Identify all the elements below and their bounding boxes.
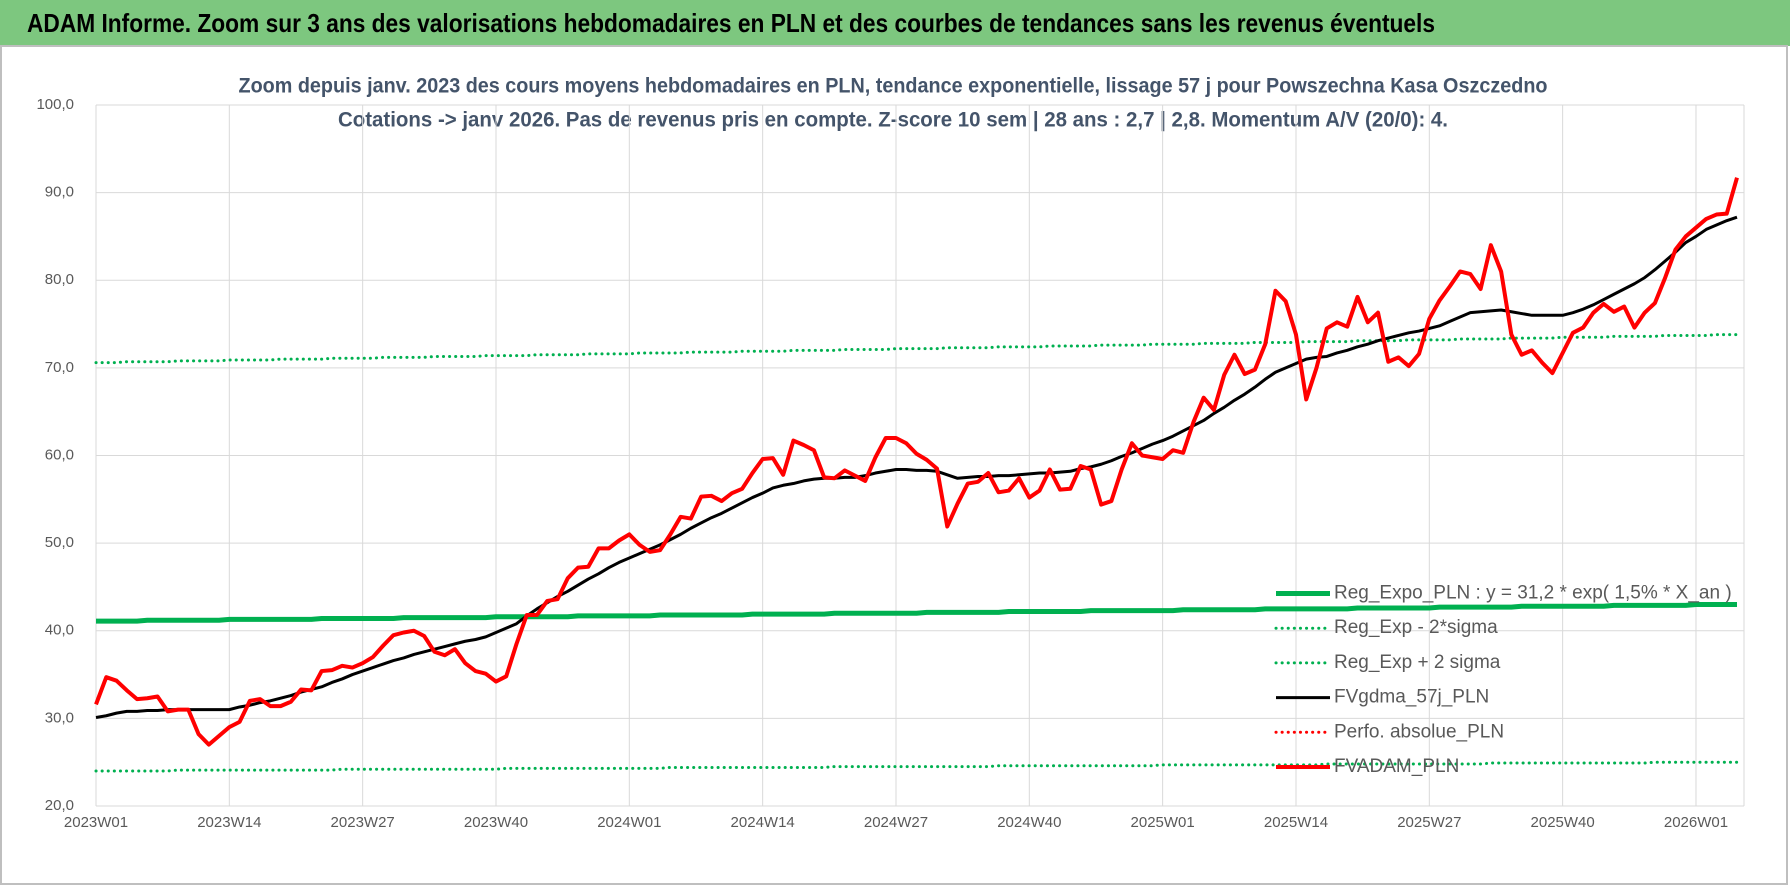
x-tick-label: 2023W27 [331, 814, 395, 831]
y-tick-label: 40,0 [45, 622, 74, 639]
x-tick-label: 2023W01 [64, 814, 128, 831]
x-tick-label: 2025W14 [1264, 814, 1328, 831]
series-line [94, 177, 1739, 747]
x-tick-label: 2023W40 [464, 814, 528, 831]
series-line [94, 333, 1739, 365]
x-tick-label: 2025W01 [1131, 814, 1195, 831]
chart-subtitle: Cotations -> janv 2026. Pas de revenus p… [338, 109, 1448, 132]
y-tick-label: 20,0 [45, 797, 74, 814]
legend-label: Reg_Exp - 2*sigma [1334, 617, 1498, 638]
x-tick-label: 2025W27 [1397, 814, 1461, 831]
legend-label: Perfo. absolue_PLN [1334, 721, 1504, 742]
x-tick-label: 2025W40 [1531, 814, 1595, 831]
page-title: ADAM Informe. Zoom sur 3 ans des valoris… [27, 8, 1435, 38]
y-tick-label: 90,0 [45, 184, 74, 201]
x-tick-label: 2024W27 [864, 814, 928, 831]
y-tick-label: 70,0 [45, 359, 74, 376]
x-tick-label: 2024W40 [997, 814, 1061, 831]
chart-frame [0, 45, 1788, 885]
series-line [96, 601, 1737, 624]
series-line [94, 760, 1739, 773]
legend-label: FVgdma_57j_PLN [1334, 687, 1489, 708]
x-tick-label: 2024W01 [597, 814, 661, 831]
chart-subtitle: Zoom depuis janv. 2023 des cours moyens … [239, 75, 1548, 98]
x-tick-label: 2026W01 [1664, 814, 1728, 831]
y-tick-label: 50,0 [45, 534, 74, 551]
header-band [0, 0, 1790, 46]
y-tick-label: 80,0 [45, 271, 74, 288]
y-tick-label: 60,0 [45, 446, 74, 463]
grid: 20,0 30,0 40,0 50,0 60,0 70,0 80,0 90,0 100,0 202… [36, 96, 1745, 831]
plot-area [94, 177, 1739, 773]
y-tick-label: 100,0 [36, 96, 74, 113]
legend-label: Reg_Exp + 2 sigma [1334, 652, 1501, 673]
legend-label: FVADAM_PLN [1334, 756, 1459, 777]
x-tick-label: 2023W14 [197, 814, 261, 831]
series-line [95, 215, 1738, 719]
y-tick-label: 30,0 [45, 709, 74, 726]
x-tick-label: 2024W14 [731, 814, 795, 831]
legend-label: Reg_Expo_PLN : y = 31,2 * exp( 1,5% * X_… [1334, 583, 1732, 604]
legend: Reg_Expo_PLN : y = 31,2 * exp( 1,5% * X_… [1274, 583, 1732, 777]
